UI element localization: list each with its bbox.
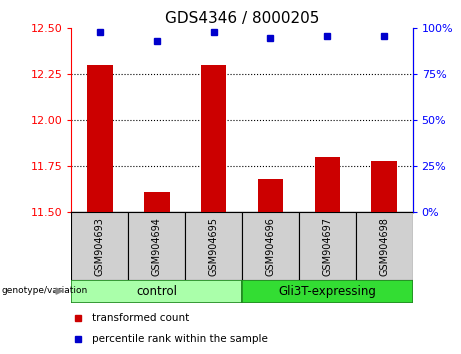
Bar	[242, 212, 299, 280]
Bar	[242, 280, 413, 303]
Bar	[185, 212, 242, 280]
Text: GSM904695: GSM904695	[208, 217, 219, 276]
Text: transformed count: transformed count	[92, 313, 189, 322]
Bar	[314, 157, 340, 212]
Text: GSM904693: GSM904693	[95, 217, 105, 276]
Text: GSM904697: GSM904697	[322, 217, 332, 276]
Bar	[258, 179, 283, 212]
Text: GSM904694: GSM904694	[152, 217, 162, 276]
Text: control: control	[136, 285, 177, 298]
Bar	[71, 212, 128, 280]
Bar	[299, 212, 356, 280]
Bar	[356, 212, 413, 280]
Bar	[372, 161, 397, 212]
Text: GSM904696: GSM904696	[266, 217, 276, 276]
Text: Gli3T-expressing: Gli3T-expressing	[278, 285, 376, 298]
Title: GDS4346 / 8000205: GDS4346 / 8000205	[165, 11, 319, 26]
Bar	[144, 192, 170, 212]
Bar	[128, 212, 185, 280]
Bar	[71, 280, 242, 303]
Bar	[201, 65, 226, 212]
Text: GSM904698: GSM904698	[379, 217, 389, 276]
Text: percentile rank within the sample: percentile rank within the sample	[92, 334, 268, 344]
Text: genotype/variation: genotype/variation	[1, 286, 88, 295]
Bar	[87, 65, 112, 212]
